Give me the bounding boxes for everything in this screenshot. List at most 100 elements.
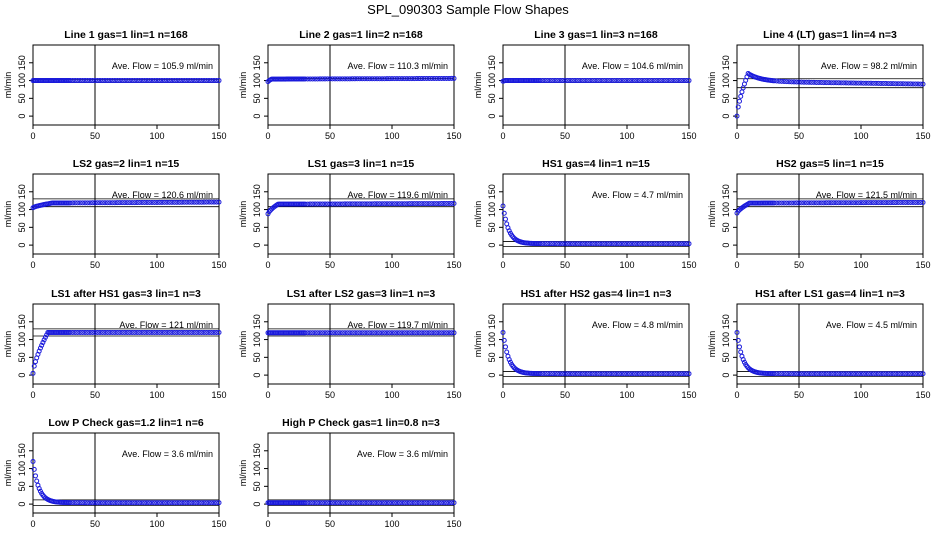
data-point xyxy=(109,200,115,206)
data-point xyxy=(139,200,145,206)
data-point xyxy=(848,80,854,86)
data-point xyxy=(144,78,150,84)
x-tick-label: 0 xyxy=(265,519,270,529)
plot-frame xyxy=(267,44,455,126)
panel-title: Line 4 (LT) gas=1 lin=4 n=3 xyxy=(763,29,897,41)
data-point xyxy=(37,345,43,351)
data-point xyxy=(372,500,378,506)
data-point xyxy=(174,500,180,506)
data-point xyxy=(434,330,440,336)
panel-7: HS1 gas=4 lin=1 n=15 0 50 100 150 0 50 100 150 ml… xyxy=(473,158,697,270)
data-point xyxy=(369,500,375,506)
data-point xyxy=(320,500,326,506)
data-point xyxy=(327,500,333,506)
data-point xyxy=(676,241,682,247)
data-point xyxy=(339,76,345,82)
data-point xyxy=(414,330,420,336)
data-point xyxy=(149,500,155,506)
data-point xyxy=(161,199,167,205)
data-point xyxy=(359,76,365,82)
data-point xyxy=(129,78,135,84)
data-point xyxy=(404,201,410,207)
data-point xyxy=(94,329,100,335)
data-point xyxy=(622,241,628,247)
data-point xyxy=(786,371,792,377)
data-point xyxy=(910,81,916,87)
data-point xyxy=(97,329,103,335)
plot-frame xyxy=(32,303,220,385)
data-point xyxy=(389,76,395,82)
data-point xyxy=(181,199,187,205)
data-point xyxy=(552,371,558,377)
data-point xyxy=(166,78,172,84)
data-point xyxy=(789,200,795,206)
x-tick-label: 150 xyxy=(446,131,461,141)
average-flow-label: Ave. Flow = 119.6 ml/min xyxy=(348,190,448,200)
data-point xyxy=(860,371,866,377)
data-point xyxy=(382,76,388,82)
data-point xyxy=(564,78,570,84)
data-point xyxy=(686,241,692,247)
data-point xyxy=(399,76,405,82)
data-point xyxy=(885,81,891,87)
data-point xyxy=(152,199,158,205)
data-point xyxy=(779,78,785,84)
data-point xyxy=(184,329,190,335)
data-point xyxy=(339,330,345,336)
panel-title: LS2 gas=2 lin=1 n=15 xyxy=(73,158,180,170)
x-tick-label: 150 xyxy=(915,390,930,400)
data-point xyxy=(312,330,318,336)
data-point xyxy=(794,371,800,377)
data-point xyxy=(920,81,926,87)
x-tick-label: 50 xyxy=(794,260,804,270)
average-flow-label: Ave. Flow = 104.6 ml/min xyxy=(582,61,683,71)
data-point xyxy=(32,473,38,479)
data-point xyxy=(436,75,442,81)
data-point xyxy=(117,78,123,84)
data-point xyxy=(781,200,787,206)
data-point xyxy=(391,330,397,336)
panel-title: HS1 after HS2 gas=4 lin=1 n=3 xyxy=(521,288,672,300)
data-point xyxy=(431,76,437,81)
data-point xyxy=(39,342,45,348)
plot-frame xyxy=(32,432,220,514)
data-point xyxy=(446,75,452,81)
y-tick-label: 50 xyxy=(487,93,497,103)
data-point xyxy=(369,201,375,207)
data-point xyxy=(550,78,556,84)
data-point xyxy=(107,78,113,84)
data-point xyxy=(587,241,593,247)
data-point xyxy=(831,200,837,206)
data-point xyxy=(129,500,135,506)
data-point xyxy=(806,79,812,85)
data-point xyxy=(674,78,680,84)
data-point xyxy=(592,371,598,377)
data-point xyxy=(833,371,839,377)
data-points xyxy=(734,70,926,119)
data-point xyxy=(920,371,926,377)
data-point xyxy=(562,241,568,247)
data-point xyxy=(132,78,138,84)
data-point xyxy=(915,371,921,377)
data-point xyxy=(374,201,380,207)
data-point xyxy=(646,241,652,247)
data-point xyxy=(506,357,512,363)
data-points xyxy=(265,500,457,506)
average-flow-label: Ave. Flow = 119.7 ml/min xyxy=(348,320,448,330)
data-points xyxy=(500,78,692,84)
data-point xyxy=(629,241,635,247)
data-point xyxy=(562,371,568,377)
data-point xyxy=(846,200,852,206)
data-point xyxy=(594,241,600,247)
y-axis-label: ml/min xyxy=(707,72,717,99)
data-point xyxy=(560,241,566,247)
data-point xyxy=(865,371,871,377)
data-point xyxy=(97,500,103,506)
data-point xyxy=(806,371,812,377)
y-tick-label: 0 xyxy=(721,243,731,248)
data-point xyxy=(129,329,135,335)
panel-13: Low P Check gas=1.2 lin=1 n=6 0 50 100 150 0 5… xyxy=(3,417,227,529)
data-points xyxy=(734,329,926,377)
data-point xyxy=(774,371,780,377)
data-point xyxy=(676,371,682,377)
